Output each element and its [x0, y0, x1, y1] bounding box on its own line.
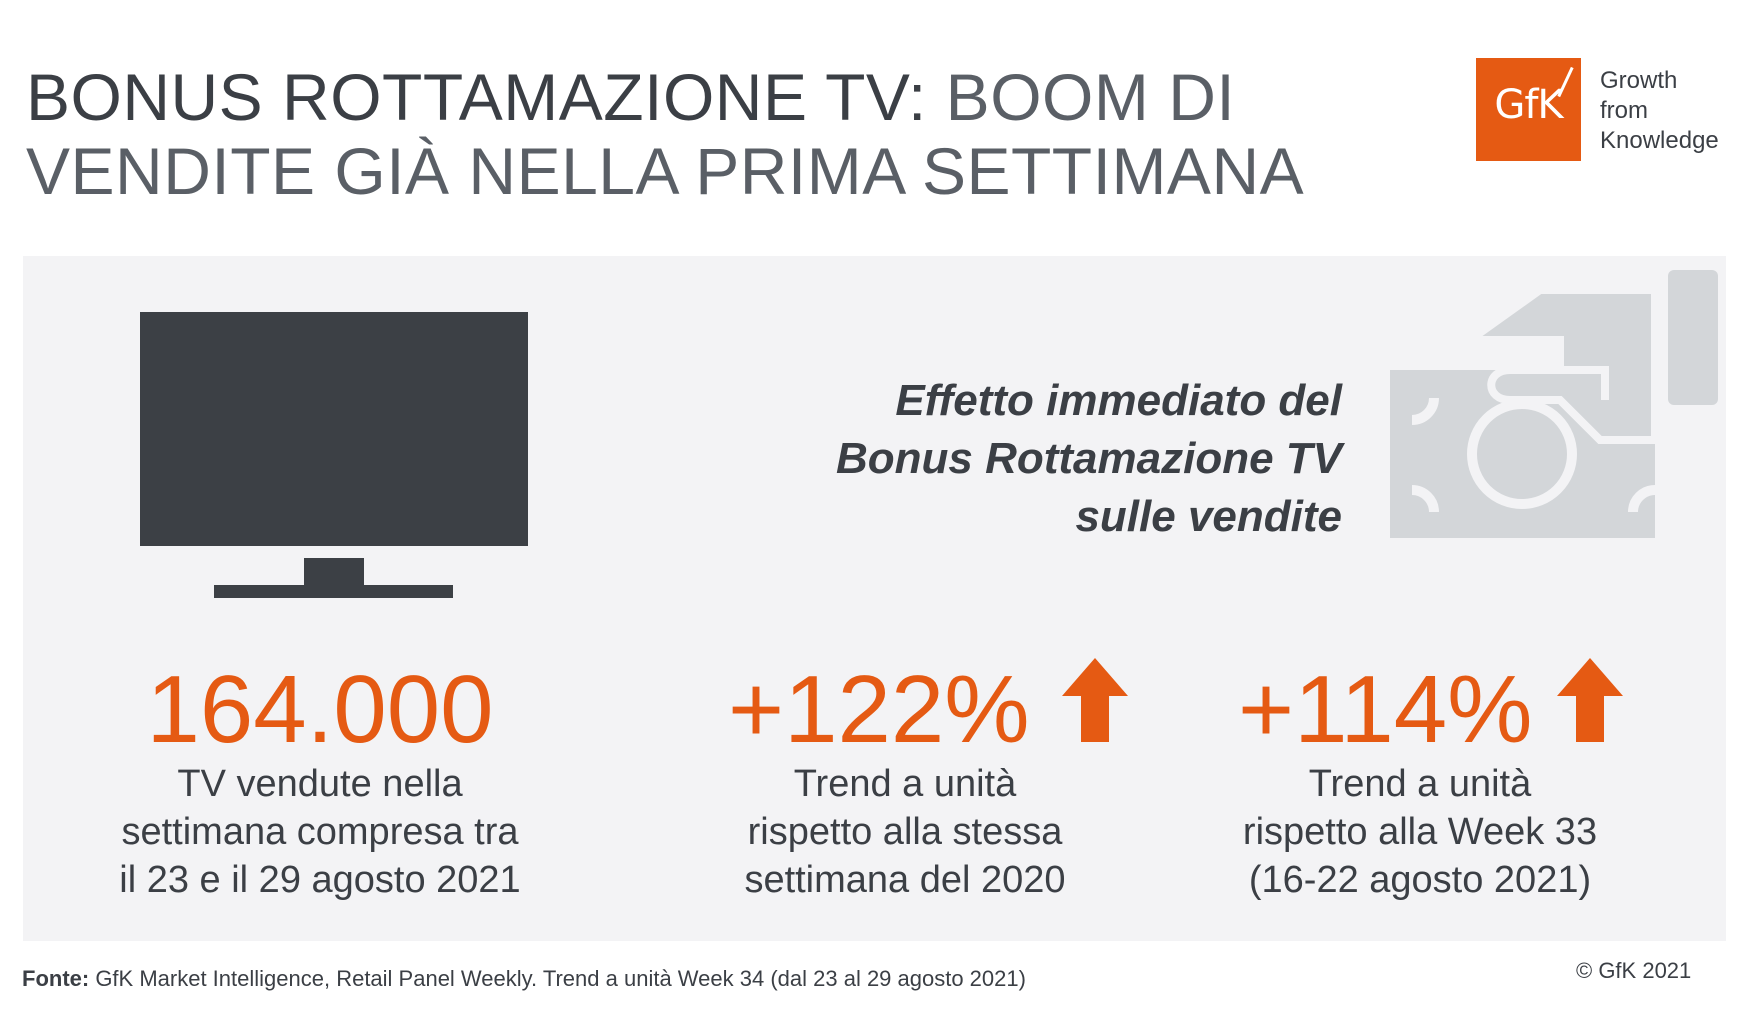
copyright: © GfK 2021	[1576, 958, 1692, 983]
title-line-1: BONUS ROTTAMAZIONE TV: BOOM DI	[26, 60, 1326, 134]
stat-description-line: Trend a unità	[793, 763, 1017, 805]
source-note: Fonte: GfK Market Intelligence, Retail P…	[22, 966, 1026, 992]
tagline-line: Growth	[1600, 67, 1678, 94]
source-text: GfK Market Intelligence, Retail Panel We…	[89, 966, 1026, 991]
tv-stand-neck	[304, 558, 364, 586]
stat-description-line: settimana del 2020	[744, 859, 1066, 901]
title-highlight: BONUS ROTTAMAZIONE TV:	[26, 60, 927, 134]
stat-description-line: TV vendute nella	[177, 763, 463, 805]
tv-screen	[140, 312, 528, 546]
stat-description-line: (16-22 agosto 2021)	[1248, 859, 1592, 901]
stat-value: +122%	[728, 656, 1030, 763]
stat-description-line: rispetto alla Week 33	[1242, 811, 1598, 853]
tagline-line: Knowledge	[1600, 127, 1719, 154]
logo-brand: GfK	[1494, 82, 1563, 128]
stat-description-line: Trend a unità	[1308, 763, 1532, 805]
stat-description-line: il 23 e il 29 agosto 2021	[119, 859, 521, 901]
stat-description-line: settimana compresa tra	[121, 811, 519, 853]
stat-description: Trend a unità rispetto alla stessa setti…	[700, 760, 1110, 904]
title-line-2: VENDITE GIÀ NELLA PRIMA SETTIMANA	[26, 134, 1305, 208]
stat-description: TV vendute nella settimana compresa tra …	[90, 760, 550, 904]
tv-stand-base	[214, 585, 453, 598]
title-continuation: BOOM DI	[926, 60, 1236, 134]
stat-trend-week: +114% Trend a unità rispetto alla Week 3…	[1210, 660, 1630, 904]
stat-value: 164.000	[146, 656, 494, 763]
effect-headline: Effetto immediato del Bonus Rottamazione…	[820, 372, 1342, 546]
money-hand-icon	[1390, 270, 1718, 538]
tagline-line: from	[1600, 97, 1648, 124]
effect-line: Effetto immediato del	[895, 376, 1342, 425]
gfk-logo: GfK	[1476, 58, 1581, 161]
stat-value: +114%	[1238, 656, 1533, 763]
stat-description-line: rispetto alla stessa	[747, 811, 1063, 853]
arrow-up-icon	[1062, 658, 1128, 742]
source-label: Fonte:	[22, 966, 90, 991]
arrow-up-icon	[1557, 658, 1623, 742]
logo-tagline: Growth from Knowledge	[1600, 66, 1719, 156]
stat-trend-year: +122% Trend a unità rispetto alla stessa…	[700, 660, 1110, 904]
effect-line: Bonus Rottamazione TV	[835, 434, 1342, 483]
effect-line: sulle vendite	[1075, 492, 1342, 541]
stat-tv-sold: 164.000 TV vendute nella settimana compr…	[90, 660, 550, 904]
stat-description: Trend a unità rispetto alla Week 33 (16-…	[1210, 760, 1630, 904]
page-title: BONUS ROTTAMAZIONE TV: BOOM DI VENDITE G…	[26, 60, 1326, 208]
